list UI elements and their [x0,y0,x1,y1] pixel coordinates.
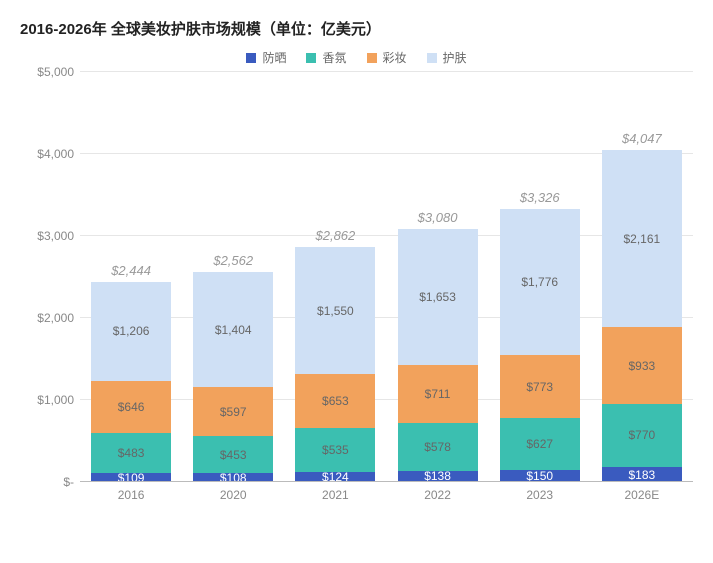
legend-label-skincare: 护肤 [443,49,467,66]
bar-segment-label: $578 [424,440,451,454]
x-tick: 2026E [602,482,682,512]
bar-column: $3,080$1,653$711$578$138 [398,72,478,482]
bar-segment-skincare: $2,161 [602,150,682,327]
legend-swatch-skincare [427,53,437,63]
bar-segment-makeup: $933 [602,327,682,404]
bar-segment-skincare: $1,550 [295,247,375,374]
legend-swatch-fragrance [306,53,316,63]
y-axis: $-$1,000$2,000$3,000$4,000$5,000 [20,72,80,482]
bar-column: $3,326$1,776$773$627$150 [500,72,580,482]
bar-segment-label: $627 [526,437,553,451]
legend-label-makeup: 彩妆 [383,49,407,66]
bar-column: $2,562$1,404$597$453$108 [193,72,273,482]
bar-total-label: $3,080 [398,210,478,225]
chart-container: 2016-2026年 全球美妆护肤市场规模（单位：亿美元） 防晒 香氛 彩妆 护肤 $… [0,0,713,563]
bar-total-label: $3,326 [500,190,580,205]
bar-segment-makeup: $653 [295,374,375,428]
bar-column: $4,047 $2,161 $933 $770 $183 [602,72,682,482]
legend-item-sun: 防晒 [246,49,286,66]
chart-plot-area: $-$1,000$2,000$3,000$4,000$5,000 $2,444$… [20,72,693,512]
legend-label-sun: 防晒 [262,49,286,66]
bar-segment-label: $653 [322,394,349,408]
bar-segment-skincare: $1,404 [193,272,273,387]
y-tick: $- [63,475,74,489]
bar-segment-label: $711 [425,387,451,401]
bar-total-label: $2,562 [193,253,273,268]
bar-column: $2,862$1,550$653$535$124 [295,72,375,482]
x-tick: 2021 [295,482,375,512]
bar-segment-fragrance: $578 [398,423,478,470]
bar-segment-skincare: $1,776 [500,209,580,355]
bar-segment-label: $1,404 [215,323,252,337]
x-axis: 2016 2020 2021 2022 2023 2026E [80,482,693,512]
y-tick: $4,000 [37,147,74,161]
bar-segment-label: $933 [629,359,656,373]
bars-area: $2,444$1,206$646$483$109$2,562$1,404$597… [80,72,693,482]
bar-segment-label: $1,776 [521,275,558,289]
bar-segment-skincare: $1,653 [398,229,478,365]
bar-segment-fragrance: $535 [295,428,375,472]
bar-segment-makeup: $646 [91,381,171,434]
chart-legend: 防晒 香氛 彩妆 护肤 [20,49,693,66]
bar-segment-fragrance: $453 [193,436,273,473]
bar-segment-skincare: $1,206 [91,282,171,381]
bar-segment-makeup: $597 [193,387,273,436]
bar-column: $2,444$1,206$646$483$109 [91,72,171,482]
y-tick: $2,000 [37,311,74,325]
x-tick: 2020 [193,482,273,512]
bar-segment-label: $597 [220,405,247,419]
bar-segment-label: $770 [629,428,656,442]
y-tick: $3,000 [37,229,74,243]
x-tick: 2016 [91,482,171,512]
legend-item-skincare: 护肤 [427,49,467,66]
legend-item-fragrance: 香氛 [306,49,346,66]
bar-segment-label: $183 [629,468,656,482]
bar-total-label: $4,047 [602,131,682,146]
legend-label-fragrance: 香氛 [322,49,346,66]
bar-segment-label: $535 [322,443,349,457]
bar-segment-sun: $183 [602,467,682,482]
bar-segment-fragrance: $770 [602,404,682,467]
bar-segment-label: $483 [118,446,145,460]
y-tick: $5,000 [37,65,74,79]
chart-title: 2016-2026年 全球美妆护肤市场规模（单位：亿美元） [20,18,693,39]
bar-segment-label: $1,206 [113,324,150,338]
bar-segment-label: $773 [526,380,553,394]
bar-segment-label: $1,550 [317,304,354,318]
bar-segment-makeup: $711 [398,365,478,423]
bar-segment-makeup: $773 [500,355,580,418]
legend-swatch-sun [246,53,256,63]
bar-segment-fragrance: $483 [91,433,171,473]
bar-total-label: $2,862 [295,228,375,243]
bar-total-label: $2,444 [91,263,171,278]
bar-segment-fragrance: $627 [500,418,580,469]
bar-segment-label: $2,161 [624,232,661,246]
legend-swatch-makeup [367,53,377,63]
legend-item-makeup: 彩妆 [367,49,407,66]
bar-segment-label: $1,653 [419,290,456,304]
x-tick: 2023 [500,482,580,512]
bar-segment-label: $646 [118,400,145,414]
bar-segment-label: $453 [220,448,247,462]
x-tick: 2022 [398,482,478,512]
y-tick: $1,000 [37,393,74,407]
